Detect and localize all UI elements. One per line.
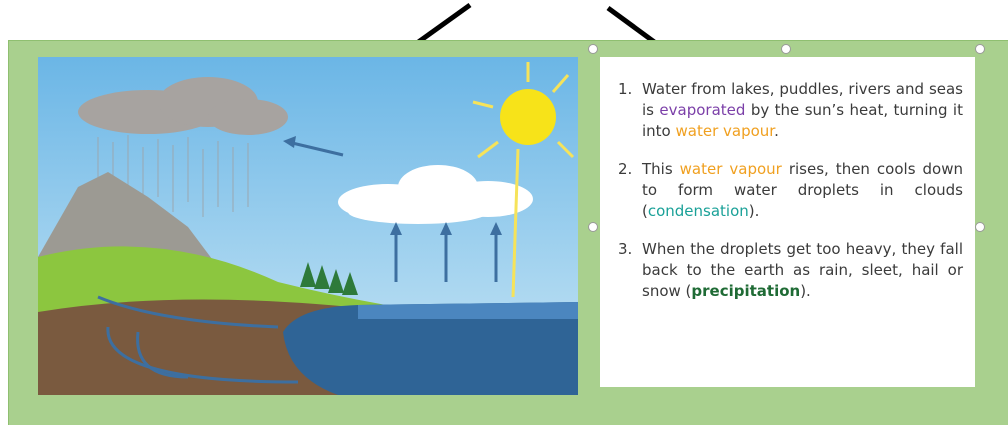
resize-handle[interactable]: [781, 44, 791, 54]
keyword: condensation: [648, 202, 749, 220]
list-item: 3. When the droplets get too heavy, they…: [618, 239, 963, 302]
item-number: 1.: [618, 79, 642, 142]
water-cycle-illustration: [38, 57, 578, 395]
item-text: Water from lakes, puddles, rivers and se…: [642, 79, 963, 142]
screen: 1. Water from lakes, puddles, rivers and…: [0, 0, 1008, 425]
resize-handle[interactable]: [588, 44, 598, 54]
resize-handle[interactable]: [975, 44, 985, 54]
item-number: 2.: [618, 159, 642, 222]
keyword: water vapour: [676, 122, 775, 140]
list-item: 2. This water vapour rises, then cools d…: [618, 159, 963, 222]
list-item: 1. Water from lakes, puddles, rivers and…: [618, 79, 963, 142]
item-number: 3.: [618, 239, 642, 302]
item-text: This water vapour rises, then cools down…: [642, 159, 963, 222]
text: .: [774, 122, 779, 140]
keyword: evaporated: [659, 101, 745, 119]
text: This: [642, 160, 680, 178]
resize-handle[interactable]: [975, 222, 985, 232]
text-box: 1. Water from lakes, puddles, rivers and…: [600, 57, 975, 387]
item-text: When the droplets get too heavy, they fa…: [642, 239, 963, 302]
keyword: precipitation: [691, 282, 800, 300]
text: ).: [749, 202, 760, 220]
resize-handle[interactable]: [588, 222, 598, 232]
text: ).: [800, 282, 811, 300]
keyword: water vapour: [680, 160, 782, 178]
